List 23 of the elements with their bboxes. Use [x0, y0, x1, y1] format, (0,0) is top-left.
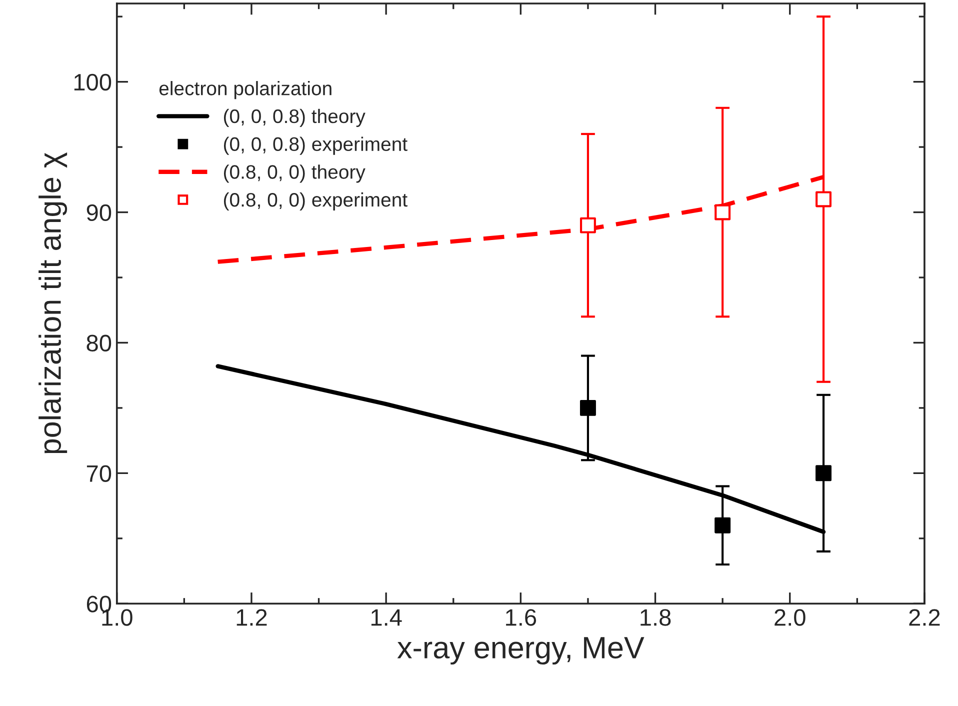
x-tick-label: 2.0 — [774, 609, 806, 626]
y-tick-label: 100 — [74, 74, 112, 91]
x-tick-label: 1.2 — [236, 609, 267, 626]
x-axis-title: x-ray energy, MeV — [397, 637, 644, 665]
x-tick-label: 1.8 — [640, 609, 671, 626]
legend-label: (0.8, 0, 0) theory — [224, 164, 366, 183]
point — [714, 204, 731, 220]
point — [714, 517, 731, 534]
x-tick-label: 1.4 — [371, 609, 402, 626]
point — [816, 191, 832, 208]
point — [580, 217, 596, 234]
y-tick-label: 90 — [86, 204, 112, 222]
point — [580, 400, 596, 416]
x-tick-label: 1.6 — [506, 609, 536, 626]
x-tick-label: 2.2 — [909, 609, 940, 626]
y-tick-label: 80 — [86, 334, 112, 352]
point — [816, 465, 832, 482]
legend-label: (0.8, 0, 0) experiment — [224, 192, 408, 211]
legend-label: (0, 0, 0.8) theory — [224, 108, 366, 128]
legend-label: (0, 0, 0.8) experiment — [224, 136, 408, 155]
y-axis-title: polarization tilt angle χ — [38, 152, 68, 454]
y-tick-label: 70 — [86, 465, 112, 482]
legend-title: electron polarization — [159, 81, 332, 100]
